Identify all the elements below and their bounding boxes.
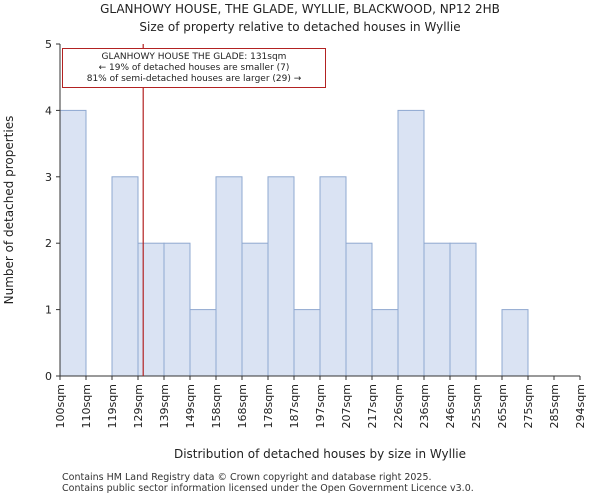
y-tick-label: 0 <box>45 370 52 383</box>
histogram-bar <box>241 242 269 377</box>
histogram-bar <box>345 242 373 377</box>
property-annotation-box: GLANHOWY HOUSE THE GLADE: 131sqm ← 19% o… <box>62 48 326 88</box>
histogram-bar <box>59 109 87 377</box>
annotation-line3: 81% of semi-detached houses are larger (… <box>86 74 302 84</box>
footer-line1: Contains HM Land Registry data © Crown c… <box>62 472 432 483</box>
histogram-bar <box>397 109 425 377</box>
x-tick-label: 158sqm <box>210 384 223 428</box>
x-tick-label: 119sqm <box>106 384 119 428</box>
x-tick-label: 100sqm <box>54 384 67 428</box>
y-tick-label: 1 <box>45 304 52 317</box>
y-tick-label: 3 <box>45 171 52 184</box>
y-tick-label: 2 <box>45 237 52 250</box>
x-tick-label: 178sqm <box>262 384 275 428</box>
histogram-bar <box>137 242 165 377</box>
x-axis-label: Distribution of detached houses by size … <box>174 447 466 461</box>
x-tick-label: 129sqm <box>132 384 145 428</box>
chart-title-line2: Size of property relative to detached ho… <box>139 20 461 34</box>
x-tick-label: 149sqm <box>184 384 197 428</box>
chart-title-line1: GLANHOWY HOUSE, THE GLADE, WYLLIE, BLACK… <box>100 2 500 16</box>
x-tick-label: 207sqm <box>340 384 353 428</box>
annotation-line1: GLANHOWY HOUSE THE GLADE: 131sqm <box>101 52 287 62</box>
x-tick-label: 226sqm <box>392 384 405 428</box>
histogram-bar <box>163 242 191 377</box>
histogram-bar <box>267 176 295 377</box>
x-tick-label: 265sqm <box>496 384 509 428</box>
y-tick-label: 5 <box>45 38 52 51</box>
x-tick-label: 217sqm <box>366 384 379 428</box>
x-tick-label: 236sqm <box>418 384 431 428</box>
annotation-line2: ← 19% of detached houses are smaller (7) <box>98 63 290 73</box>
x-tick-label: 110sqm <box>80 384 93 428</box>
x-tick-label: 139sqm <box>158 384 171 428</box>
histogram-bar <box>111 176 139 377</box>
histogram-bar <box>293 309 321 377</box>
x-tick-label: 255sqm <box>470 384 483 428</box>
x-tick-label: 168sqm <box>236 384 249 428</box>
y-tick-label: 4 <box>45 104 52 117</box>
footer-line2: Contains public sector information licen… <box>62 483 474 494</box>
histogram-bar <box>189 309 217 377</box>
x-tick-label: 197sqm <box>314 384 327 428</box>
x-tick-label: 246sqm <box>444 384 457 428</box>
histogram-bar <box>319 176 347 377</box>
y-axis-label: Number of detached properties <box>2 116 16 305</box>
x-tick-label: 275sqm <box>522 384 535 428</box>
histogram-bar <box>371 309 399 377</box>
x-tick-label: 294sqm <box>574 384 587 428</box>
histogram-bar <box>215 176 243 377</box>
x-tick-label: 187sqm <box>288 384 301 428</box>
histogram-bar <box>423 242 451 377</box>
x-tick-label: 285sqm <box>548 384 561 428</box>
histogram-bar <box>501 309 529 377</box>
histogram-bar <box>449 242 477 377</box>
